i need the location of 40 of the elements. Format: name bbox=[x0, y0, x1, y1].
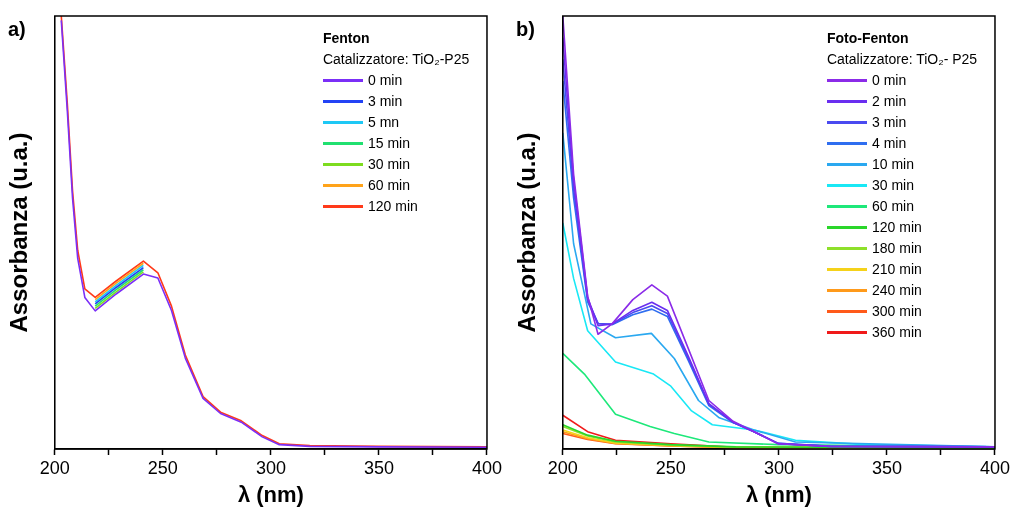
legend-label: 0 min bbox=[367, 71, 403, 90]
legend-title: Fenton bbox=[322, 29, 371, 48]
x-tick-label: 200 bbox=[547, 457, 578, 478]
legend-label: 360 min bbox=[871, 323, 922, 342]
x-tick-label: 300 bbox=[763, 457, 794, 478]
legend-label: 120 min bbox=[367, 197, 418, 216]
x-tick-label: 400 bbox=[471, 457, 503, 478]
x-tick-label: 200 bbox=[39, 457, 70, 478]
legend-title: Foto-Fenton bbox=[826, 29, 910, 48]
y-axis-title: Assorbanza (u.a.) bbox=[5, 132, 33, 333]
text: a) bbox=[8, 18, 26, 41]
text: Catalizzatore: TiO₂-P25 bbox=[322, 50, 470, 69]
x-tick-label: 350 bbox=[871, 457, 902, 478]
legend-label: 30 min bbox=[871, 176, 914, 195]
legend-label: 30 min bbox=[367, 155, 410, 174]
x-tick-label: 400 bbox=[979, 457, 1011, 478]
legend-label: 5 mn bbox=[367, 113, 400, 132]
x-axis-title: λ (nm) bbox=[745, 481, 812, 507]
text: Catalizzatore: TiO₂- P25 bbox=[826, 50, 978, 69]
legend-label: 300 min bbox=[871, 302, 922, 321]
legend-label: 60 min bbox=[871, 197, 914, 216]
legend-label: 240 min bbox=[871, 281, 922, 300]
x-tick-label: 350 bbox=[363, 457, 394, 478]
legend-label: 10 min bbox=[871, 155, 914, 174]
legend-label: 180 min bbox=[871, 239, 922, 258]
legend-label: 120 min bbox=[871, 218, 922, 237]
legend-label: 3 min bbox=[367, 92, 403, 111]
text: b) bbox=[516, 18, 535, 41]
y-axis-title: Assorbanza (u.a.) bbox=[513, 132, 541, 333]
x-tick-label: 300 bbox=[255, 457, 286, 478]
legend-label: 210 min bbox=[871, 260, 922, 279]
x-tick-label: 250 bbox=[655, 457, 686, 478]
legend-label: 4 min bbox=[871, 134, 907, 153]
legend-label: 15 min bbox=[367, 134, 410, 153]
legend-label: 0 min bbox=[871, 71, 907, 90]
legend-label: 2 min bbox=[871, 92, 907, 111]
x-tick-label: 250 bbox=[147, 457, 178, 478]
legend-label: 60 min bbox=[367, 176, 410, 195]
legend-label: 3 min bbox=[871, 113, 907, 132]
x-axis-title: λ (nm) bbox=[237, 481, 304, 507]
